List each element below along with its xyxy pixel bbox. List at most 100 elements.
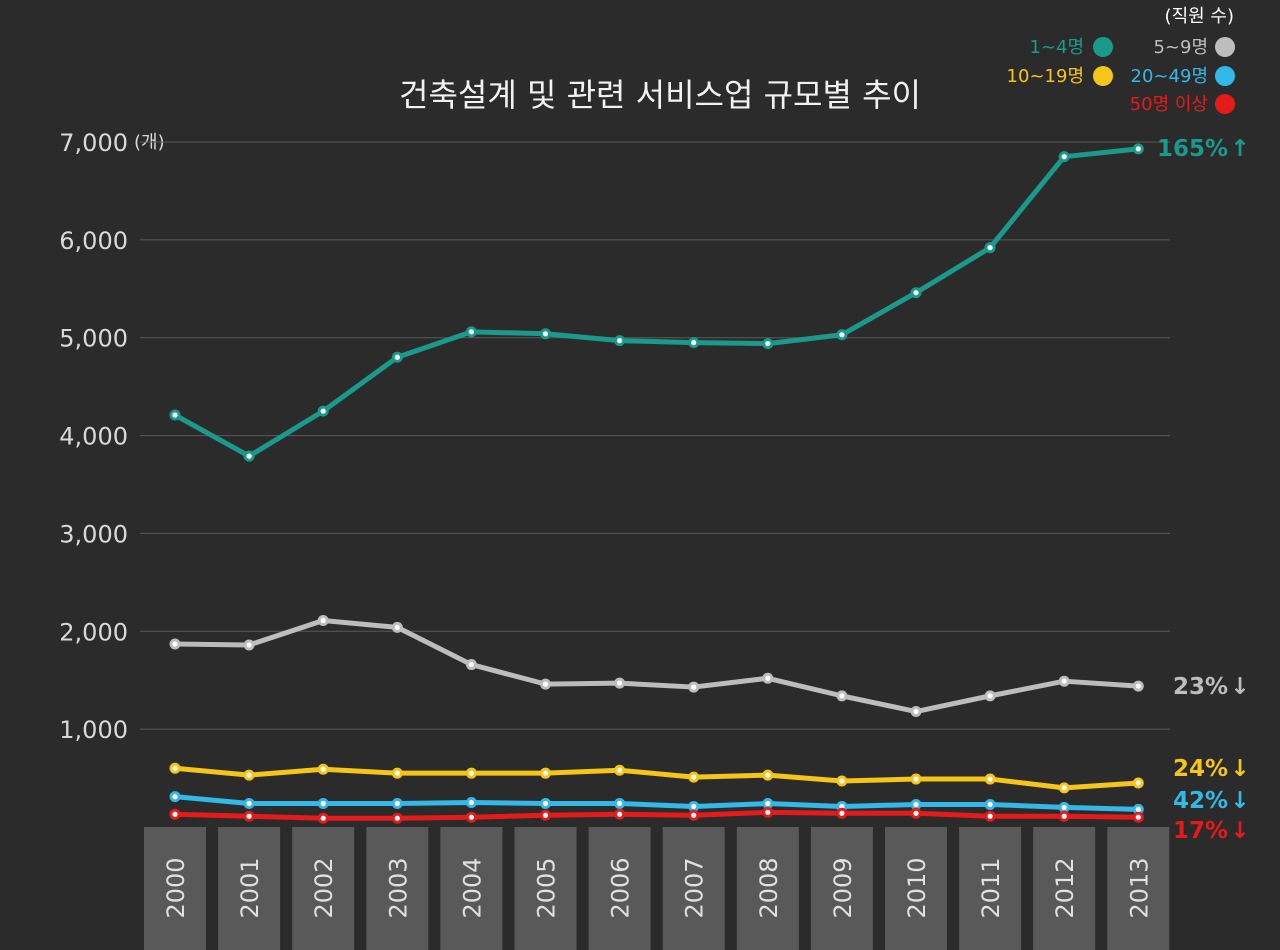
x-tick-label: 2002 [310, 857, 338, 918]
data-point-center [617, 680, 623, 686]
data-point-center [394, 354, 400, 360]
y-tick-label: 3,000 [59, 520, 128, 548]
legend-label: 10~19명 [1007, 66, 1084, 87]
series-1~4명 [169, 143, 1144, 462]
data-point-center [542, 681, 549, 687]
series-5~9명 [169, 615, 1144, 718]
data-point-center [913, 801, 919, 808]
y-tick-label: 6,000 [59, 227, 128, 255]
data-point-center [246, 800, 252, 807]
data-point-center [987, 245, 993, 251]
legend-swatch [1215, 37, 1235, 57]
x-tick-box [144, 827, 206, 950]
arrow-down-icon: ↓ [1230, 756, 1249, 782]
chart-title: 건축설계 및 관련 서비스업 규모별 추이 [399, 76, 921, 114]
data-point-center [394, 624, 400, 630]
x-tick-box [736, 827, 799, 950]
data-point-center [691, 684, 697, 690]
x-tick-label: 2013 [1125, 857, 1153, 918]
legend-title: (직원 수) [1165, 6, 1234, 27]
data-point-center [1061, 154, 1067, 160]
data-point-center [1135, 814, 1141, 820]
data-point-center [394, 815, 400, 821]
data-point-center [765, 809, 771, 815]
data-point-center [987, 776, 993, 782]
end-label-value: 165% [1157, 136, 1228, 162]
end-label: 24% ↓ [1173, 756, 1250, 782]
series-lines [169, 143, 1144, 824]
series-line [174, 809, 1139, 821]
data-point-center [765, 800, 771, 807]
data-point-center [172, 412, 178, 418]
data-point-center [1061, 785, 1067, 791]
data-point-center [320, 617, 326, 624]
legend-swatch [1215, 94, 1235, 114]
data-point-center [839, 810, 845, 816]
data-point-center [468, 799, 474, 806]
data-point-center [542, 770, 549, 776]
end-label: 165% ↑ [1157, 136, 1250, 162]
data-point-center [839, 803, 845, 810]
y-tick-label: 7,000 [59, 129, 128, 157]
data-point-center [765, 772, 771, 778]
y-tick-label: 1,000 [59, 716, 128, 744]
data-point-center [765, 675, 771, 681]
x-tick-box [292, 827, 355, 950]
end-label: 42% ↓ [1173, 788, 1250, 814]
data-point-center [542, 331, 549, 337]
x-tick-label: 2006 [607, 857, 635, 918]
data-point-center [1061, 804, 1067, 811]
data-point-center [1061, 813, 1067, 819]
x-tick-label: 2010 [903, 857, 931, 918]
data-point-center [913, 776, 919, 782]
legend-label: 50명 이상 [1130, 94, 1208, 115]
y-tick-label: 2,000 [59, 618, 128, 646]
data-point-center [987, 801, 993, 808]
data-point-center [617, 811, 623, 817]
legend-item: 20~49명 [1131, 66, 1235, 87]
data-point-center [320, 766, 326, 772]
data-point-center [1061, 678, 1067, 684]
x-tick-box [959, 827, 1022, 950]
end-labels: 165% ↑23% ↓24% ↓42% ↓17% ↓ [1157, 136, 1250, 844]
legend: 1~4명 5~9명 10~19명 20~49명 50명 이상 [1007, 37, 1235, 115]
data-point-center [1135, 806, 1141, 812]
x-tick-label: 2009 [829, 857, 857, 918]
x-tick-box [885, 827, 947, 950]
data-point-center [320, 800, 326, 807]
data-point-center [691, 812, 697, 818]
arrow-down-icon: ↓ [1230, 788, 1249, 814]
data-point-center [468, 661, 474, 668]
data-point-center [617, 800, 623, 807]
x-tick-box [366, 827, 429, 950]
legend-item: 1~4명 [1029, 37, 1113, 58]
data-point-center [1135, 146, 1141, 152]
end-label-value: 24% [1173, 756, 1228, 782]
arrow-down-icon: ↓ [1230, 674, 1249, 700]
data-point-center [839, 778, 845, 784]
data-point-center [691, 774, 697, 780]
data-point-center [913, 708, 919, 715]
x-tick-label: 2003 [384, 857, 412, 918]
data-point-center [172, 794, 178, 800]
data-point-center [913, 810, 919, 816]
x-tick-label: 2004 [458, 857, 486, 918]
data-point-center [246, 772, 252, 778]
data-point-center [617, 338, 623, 344]
data-point-center [246, 453, 252, 459]
data-point-center [1135, 780, 1141, 786]
series-50명 이상 [169, 806, 1144, 824]
data-point-center [394, 800, 400, 807]
legend-label: 20~49명 [1131, 66, 1208, 87]
series-line [174, 794, 1139, 812]
x-tick-box [662, 827, 725, 950]
data-point-center [468, 329, 474, 335]
data-point-center [691, 340, 697, 346]
data-point-center [468, 770, 474, 776]
legend-label: 5~9명 [1153, 37, 1208, 58]
x-tick-box [1033, 827, 1096, 950]
y-axis-ticks: 1,000 2,000 3,000 4,000 5,000 6,000 7,000 [59, 129, 128, 744]
data-point-center [987, 693, 993, 699]
data-point-center [172, 641, 178, 647]
